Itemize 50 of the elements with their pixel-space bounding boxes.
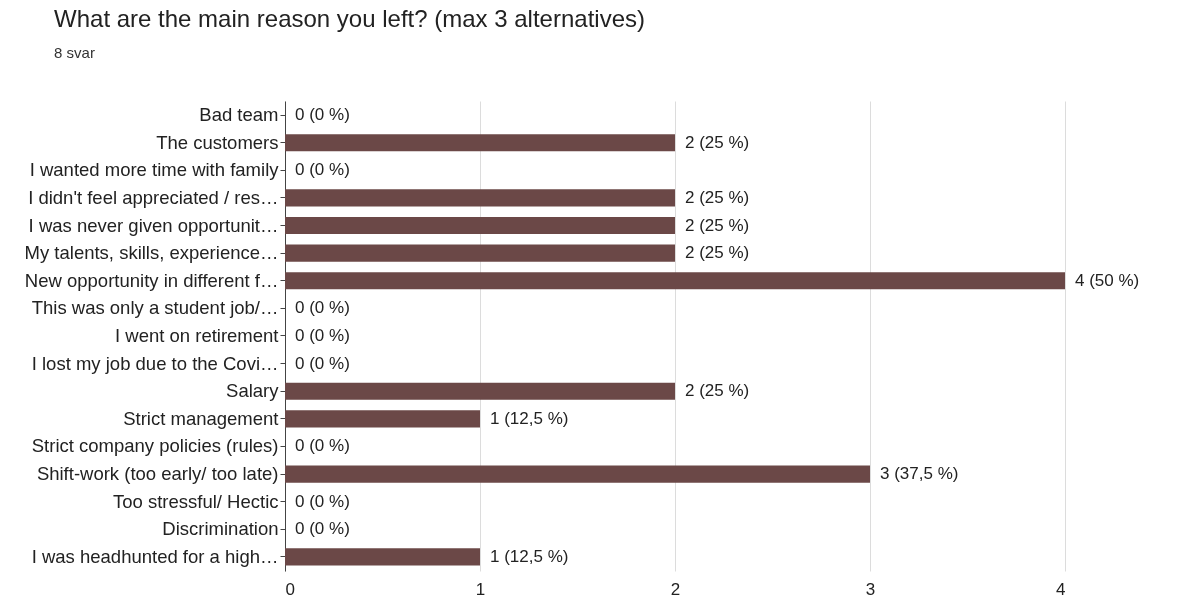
bar bbox=[285, 216, 675, 235]
data-label: 0 (0 %) bbox=[295, 519, 350, 539]
bar bbox=[285, 382, 675, 400]
data-label: 0 (0 %) bbox=[295, 491, 350, 511]
data-label: 0 (0 %) bbox=[295, 353, 350, 373]
bar bbox=[285, 189, 675, 207]
data-label: 0 (0 %) bbox=[295, 105, 350, 125]
y-tick-label: Salary bbox=[226, 380, 280, 402]
y-tick-label: Strict company policies (rules) bbox=[31, 435, 279, 457]
y-tick-label: New opportunity in different f… bbox=[24, 269, 279, 291]
data-label: 0 (0 %) bbox=[295, 436, 350, 456]
bar bbox=[285, 134, 675, 152]
x-tick-label: 4 bbox=[1056, 579, 1066, 599]
x-tick-label: 1 bbox=[475, 579, 486, 599]
y-tick-label: I wanted more time with family bbox=[29, 159, 280, 181]
bar bbox=[285, 465, 870, 483]
bar bbox=[285, 272, 1065, 290]
bar bbox=[285, 410, 480, 428]
y-tick-label: I went on retirement bbox=[115, 325, 279, 346]
y-tick-label: The customers bbox=[156, 131, 279, 153]
y-tick-label: Strict management bbox=[123, 407, 279, 429]
y-tick-label: I didn't feel appreciated / res… bbox=[28, 186, 279, 208]
y-tick-label: Shift-work (too early/ too late) bbox=[36, 463, 279, 485]
data-label: 2 (25 %) bbox=[685, 243, 750, 263]
y-tick-label: I lost my job due to the Covi… bbox=[31, 352, 279, 374]
y-tick-label: I was never given opportunit… bbox=[28, 214, 279, 236]
y-tick-label: I was headhunted for a high… bbox=[31, 545, 279, 567]
y-tick-label: My talents, skills, experience… bbox=[24, 242, 279, 264]
data-label: 2 (25 %) bbox=[685, 381, 750, 401]
bar bbox=[285, 244, 675, 262]
text: 8 svar bbox=[54, 44, 95, 61]
chart-title: What are the main reason you left? (max 3 alternatives) bbox=[54, 5, 645, 32]
y-tick-label: Too stressful/ Hectic bbox=[112, 490, 279, 512]
y-tick-label: Discrimination bbox=[162, 518, 279, 540]
data-label: 2 (25 %) bbox=[685, 215, 750, 235]
data-label: 3 (37,5 %) bbox=[880, 464, 959, 484]
data-label: 0 (0 %) bbox=[295, 160, 350, 180]
data-label: 1 (12,5 %) bbox=[490, 546, 569, 566]
data-label: 0 (0 %) bbox=[295, 326, 350, 345]
data-label: 2 (25 %) bbox=[685, 132, 750, 152]
data-label: 4 (50 %) bbox=[1075, 270, 1140, 290]
data-label: 0 (0 %) bbox=[295, 298, 350, 318]
y-tick-label: This was only a student job/… bbox=[31, 297, 279, 319]
y-tick-label: Bad team bbox=[199, 104, 279, 126]
x-tick-label: 3 bbox=[865, 579, 876, 599]
x-tick-label: 0 bbox=[285, 579, 295, 599]
data-label: 2 (25 %) bbox=[685, 187, 750, 207]
data-label: 1 (12,5 %) bbox=[490, 408, 569, 428]
x-tick-label: 2 bbox=[670, 579, 681, 599]
bar bbox=[285, 548, 480, 566]
